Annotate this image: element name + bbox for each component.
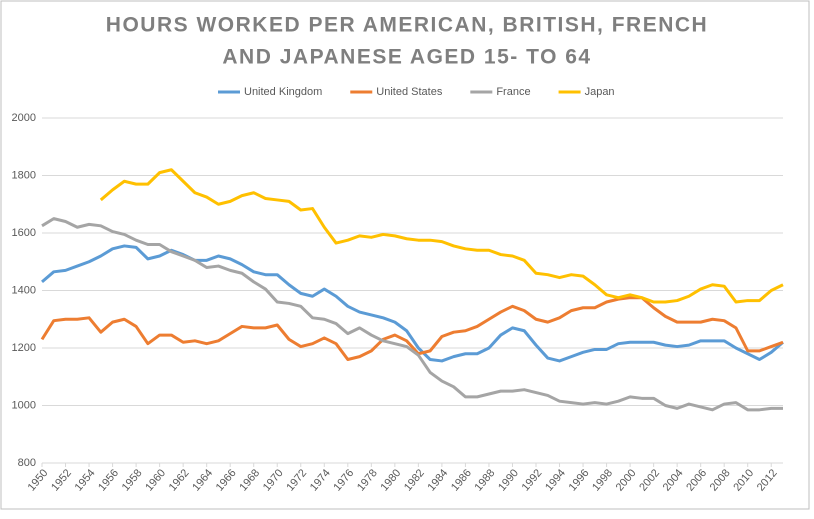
legend-label: United Kingdom	[244, 86, 322, 98]
chart-title: AND JAPANESE AGED 15- TO 64	[222, 46, 591, 69]
legend-label: Japan	[585, 86, 615, 98]
series-line	[41, 217, 783, 412]
series-line	[41, 244, 784, 363]
legend-label: United States	[376, 86, 443, 98]
series-line	[40, 296, 784, 361]
series-line	[99, 168, 784, 304]
y-tick-label: 1800	[12, 169, 36, 181]
legend-label: France	[496, 86, 530, 98]
y-tick-label: 1600	[12, 227, 36, 239]
frame	[0, 0, 810, 510]
chart-title: HOURS WORKED PER AMERICAN, BRITISH, FREN…	[106, 14, 708, 37]
y-tick-label: 1400	[12, 284, 36, 296]
y-tick-label: 2000	[12, 112, 36, 124]
y-tick-label: 1000	[12, 399, 36, 411]
y-tick-label: 800	[18, 457, 36, 469]
y-tick-label: 1200	[12, 342, 36, 354]
